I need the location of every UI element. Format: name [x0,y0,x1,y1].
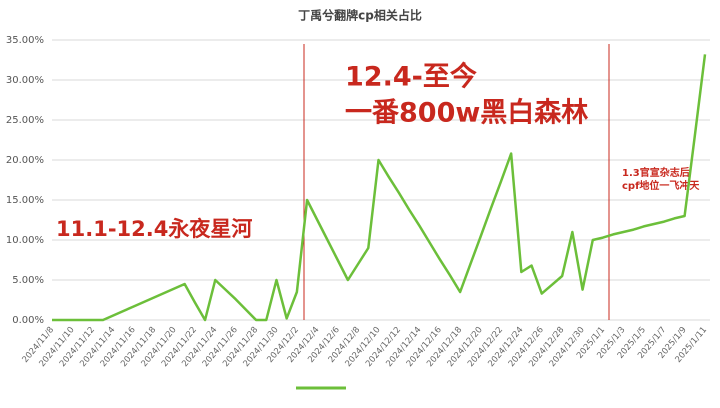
y-tick-label: 30.00% [6,75,44,86]
annotation: 12.4-至今 [345,61,477,93]
annotation: 11.1-12.4永夜星河 [56,217,252,241]
y-tick-label: 0.00% [12,315,44,326]
chart-title: 丁禹兮翻牌cp相关占比 [298,8,422,23]
data-line [52,54,707,322]
y-tick-label: 10.00% [6,235,44,246]
annotation: 一番800w黑白森林 [345,97,588,129]
annotation: cpf地位一飞冲天 [622,179,700,192]
y-tick-label: 5.00% [12,275,44,286]
y-tick-label: 25.00% [6,115,44,126]
y-tick-label: 20.00% [6,155,44,166]
y-tick-label: 15.00% [6,195,44,206]
annotation: 1.3官宣杂志后 [622,166,690,179]
y-tick-label: 35.00% [6,35,44,46]
